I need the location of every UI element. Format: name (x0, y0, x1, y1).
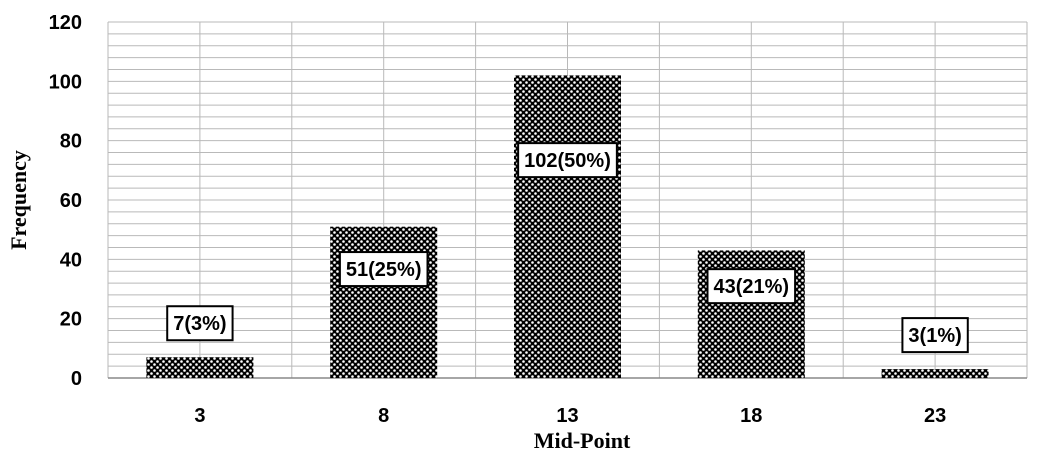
data-label-box (517, 142, 618, 179)
data-labels: 7(3%) 51(25%) 102(50%) 43(21%) 3(1%) (166, 142, 969, 354)
bars (146, 75, 989, 379)
y-tick-label: 60 (60, 190, 82, 212)
y-tick-label: 120 (49, 12, 82, 34)
x-tick-labels: 3 8 13 18 23 (194, 405, 946, 427)
data-label: 43(21%) (706, 268, 797, 305)
x-axis-label: Mid-Point (534, 428, 631, 453)
y-tick-label: 100 (49, 71, 82, 93)
bar (330, 226, 438, 378)
x-tick-label: 8 (378, 405, 389, 427)
y-axis-label: Frequency (6, 150, 31, 250)
data-label-text: 43(21%) (713, 276, 789, 298)
y-tick-label: 40 (60, 249, 82, 271)
data-label-text: 102(50%) (524, 150, 611, 172)
bar (146, 357, 254, 378)
data-label: 51(25%) (338, 251, 429, 288)
data-label-box (901, 317, 969, 354)
bar (881, 369, 989, 378)
data-label: 7(3%) (166, 305, 234, 342)
data-label: 3(1%) (901, 317, 969, 354)
x-tick-label: 23 (924, 405, 946, 427)
x-tick-label: 3 (194, 405, 205, 427)
data-label-box (166, 305, 234, 342)
data-label-text: 7(3%) (173, 313, 226, 335)
y-tick-labels: 0 20 40 60 80 100 120 (49, 12, 82, 390)
data-label-box (706, 268, 797, 305)
y-tick-label: 0 (71, 368, 82, 390)
data-label: 102(50%) (517, 142, 618, 179)
x-tick-label: 18 (740, 405, 762, 427)
data-label-text: 3(1%) (908, 325, 961, 347)
data-label-box (338, 251, 429, 288)
bar (514, 75, 621, 379)
data-label-text: 51(25%) (346, 259, 422, 281)
y-tick-label: 20 (60, 309, 82, 331)
y-tick-label: 80 (60, 131, 82, 153)
x-tick-label: 13 (556, 405, 578, 427)
